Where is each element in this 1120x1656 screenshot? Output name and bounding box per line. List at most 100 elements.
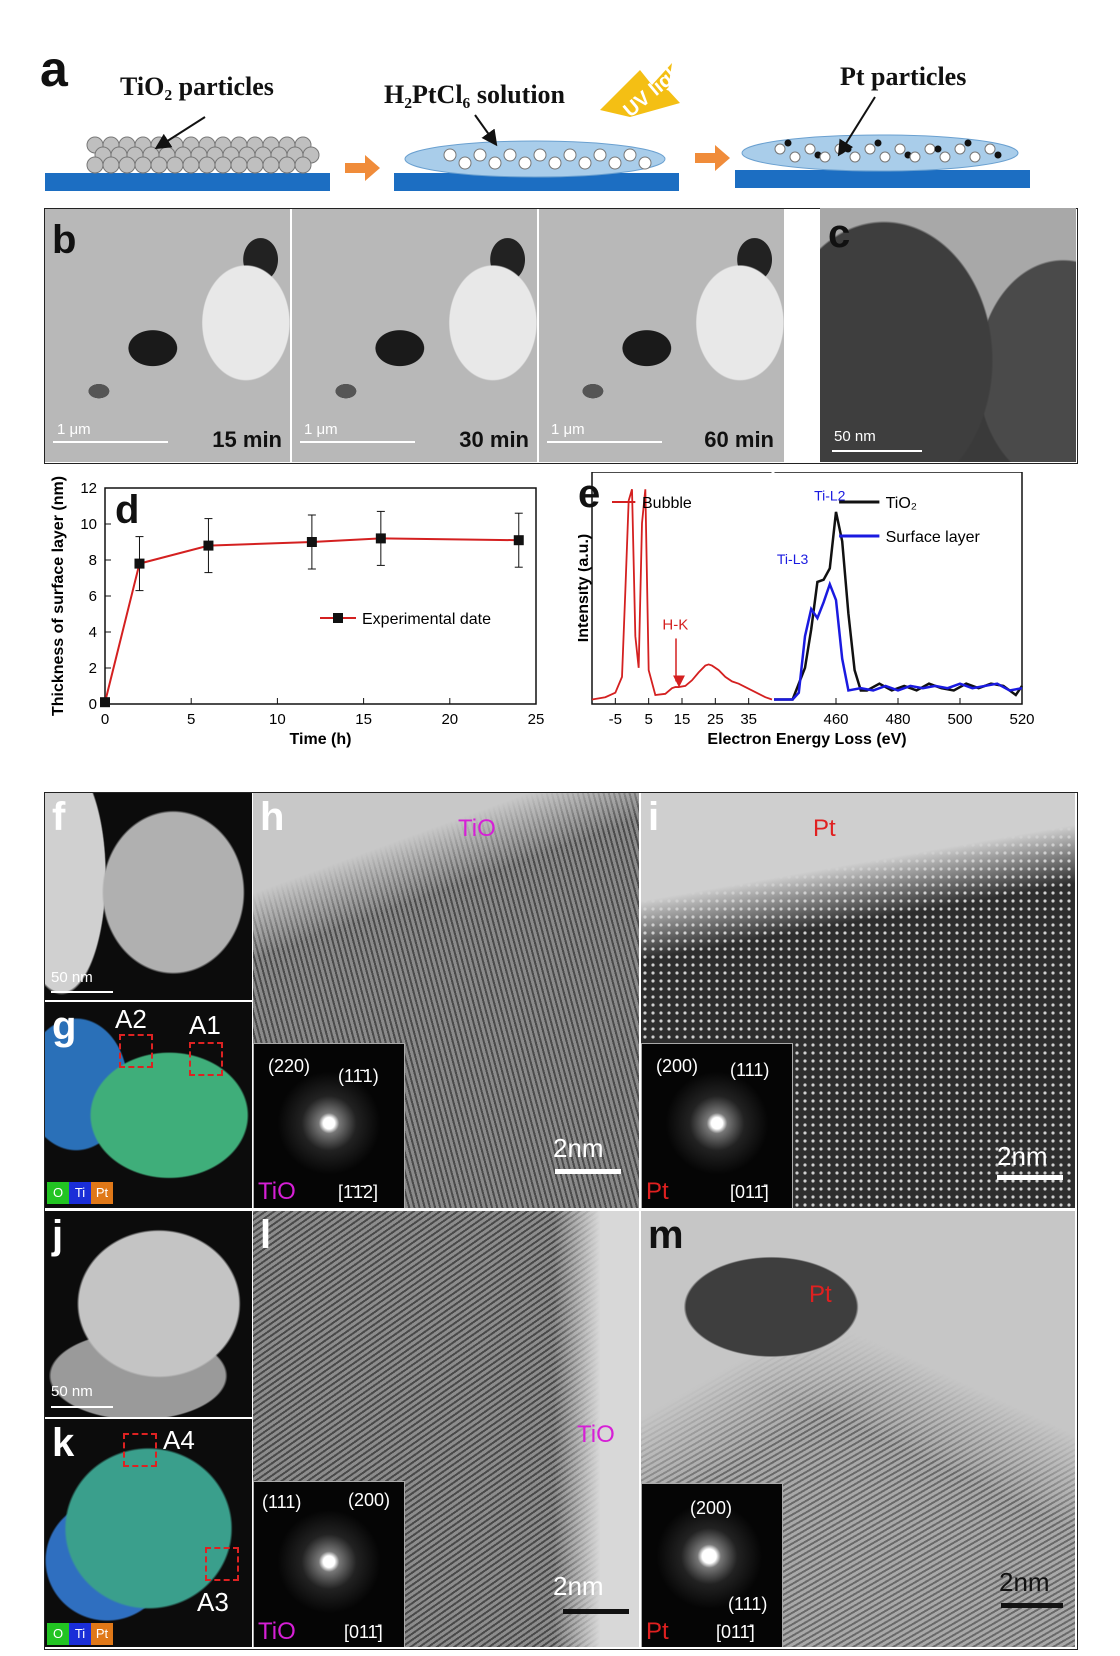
panel-f-scale-label: 50 nm — [51, 969, 93, 986]
x-tick-label: 500 — [947, 711, 972, 728]
panel-l-hrtem: TiO (111) (200) TiO [011̄] 2nm — [253, 1211, 639, 1647]
panel-i-fft-spot1: (200) — [656, 1056, 699, 1076]
x-tick-label: 520 — [1009, 711, 1034, 728]
x-tick-label: 35 — [740, 711, 757, 728]
panel-h-hrtem: TiO (220) (11̄1) TiO [1̄1̄2] 2nm — [253, 793, 639, 1208]
legend-pt: Pt — [91, 1182, 113, 1204]
panel-l-label: l — [260, 1213, 272, 1257]
panel-m-hrtem: Pt (200) (111) Pt [011̄] 2nm — [641, 1211, 1075, 1647]
x-tick-label: 15 — [355, 711, 372, 728]
panel-d-label: d — [115, 488, 140, 532]
x-tick-label: 0 — [101, 711, 109, 728]
label-a4: A4 — [163, 1425, 195, 1455]
legend-label: Experimental date — [362, 611, 491, 628]
data-point — [203, 540, 214, 551]
panel-b-scalebar — [547, 441, 662, 443]
panel-b-scalebar — [53, 441, 168, 443]
y-tick-label: 6 — [89, 588, 97, 605]
panel-l-material: TiO — [577, 1421, 615, 1448]
x-tick-label: 10 — [269, 711, 286, 728]
legend-pt-k: Pt — [91, 1623, 113, 1645]
legend-label-0: TiO₂ — [886, 495, 917, 512]
legend-label-1: Surface layer — [886, 529, 981, 546]
panel-a-label: a — [40, 41, 68, 97]
legend-o-k: O — [47, 1623, 69, 1645]
panel-k-eds-map: A4 A3 O Ti Pt — [45, 1419, 252, 1647]
data-point — [375, 533, 386, 544]
legend-bubble-label: Bubble — [642, 495, 692, 512]
panel-h-scale-label: 2nm — [553, 1133, 604, 1163]
panel-l-fft-zone: [011̄] — [344, 1622, 383, 1642]
h2ptcl6-solution-label: H₂PtCl₆ solution — [384, 80, 565, 109]
y-tick-label: 10 — [80, 516, 97, 533]
panel-b-scalebar — [300, 441, 415, 443]
x-tick-label: 25 — [528, 711, 545, 728]
panel-j-label: j — [52, 1213, 64, 1257]
panel-b-scale-label: 1 μm — [551, 421, 585, 438]
panel-b-time-label: 30 min — [459, 427, 529, 452]
x-tick-label: 20 — [441, 711, 458, 728]
panel-a-schematic — [45, 63, 1030, 191]
box-a3 — [205, 1547, 239, 1581]
panel-m-fft: (200) (111) Pt [011̄] — [641, 1483, 783, 1647]
panel-b-time-label: 60 min — [704, 427, 774, 452]
surface-layer-line — [774, 580, 1023, 701]
label-a1: A1 — [189, 1010, 221, 1040]
panel-h-fft-zone: [1̄1̄2] — [338, 1182, 379, 1202]
panel-h-label: h — [260, 795, 285, 839]
y-tick-label: 4 — [89, 624, 97, 641]
y-tick-label: 12 — [80, 480, 97, 497]
x-tick-label: 480 — [885, 711, 910, 728]
panel-b-frame — [44, 208, 1078, 464]
panel-m-label: m — [648, 1213, 684, 1257]
bottom-grid-frame — [44, 792, 1078, 1650]
panel-j-scale-label: 50 nm — [51, 1383, 93, 1400]
panel-h-fft-spot1: (220) — [268, 1056, 311, 1076]
panel-f-image: 50 nm — [45, 793, 252, 1000]
label-a3: A3 — [197, 1587, 229, 1617]
x-tick-label: 460 — [823, 711, 848, 728]
panel-l-scalebar — [563, 1609, 629, 1614]
panel-g-label: g — [52, 1004, 77, 1048]
panel-f-label: f — [52, 795, 66, 839]
legend-ti: Ti — [69, 1182, 91, 1204]
panel-c-scale-label: 50 nm — [834, 428, 876, 445]
x-tick-label: 5 — [187, 711, 195, 728]
x-tick-label: 5 — [644, 711, 652, 728]
panel-h-scalebar — [555, 1169, 621, 1174]
panel-i-fft-material: Pt — [646, 1178, 669, 1205]
panel-h-fft-material: TiO — [258, 1178, 296, 1205]
panel-f-scalebar — [51, 991, 113, 993]
panel-b-scale-label: 1 μm — [57, 421, 91, 438]
panel-e-label: e — [578, 472, 601, 516]
panel-m-fft-spot1: (200) — [690, 1498, 733, 1518]
y-tick-label: 0 — [89, 696, 97, 713]
pt-particles-label: Pt particles — [840, 62, 967, 91]
x-axis-label: Electron Energy Loss (eV) — [707, 731, 906, 748]
plot-frame — [104, 487, 537, 705]
panel-m-material: Pt — [809, 1281, 832, 1308]
panel-c-scalebar — [832, 450, 922, 452]
hk-annotation: H-K — [662, 616, 688, 633]
panel-d-chart: 0 5 10 15 20 25 0 2 4 6 8 10 12 Time (h) Thickness of … — [50, 476, 545, 748]
panel-i-label: i — [648, 795, 660, 839]
panel-h-fft: (220) (11̄1) TiO [1̄1̄2] — [253, 1043, 405, 1208]
panel-g-eds-map: A2 A1 O Ti Pt — [45, 1002, 252, 1208]
panel-j-scalebar — [51, 1406, 113, 1408]
legend-ti-k: Ti — [69, 1623, 91, 1645]
panel-c-label: c — [828, 212, 851, 256]
data-point — [100, 697, 110, 708]
panel-k-label: k — [52, 1421, 75, 1465]
ti-l3-annotation: Ti-L3 — [777, 551, 809, 567]
tio2-particles-label: TiO₂ particles — [120, 72, 274, 101]
panel-m-fft-spot2: (111) — [728, 1594, 768, 1614]
panel-i-hrtem: Pt (200) (111) Pt [011̄] 2nm — [641, 793, 1075, 1208]
panel-i-fft: (200) (111) Pt [011̄] — [641, 1043, 793, 1208]
panel-l-fft: (111) (200) TiO [011̄] — [253, 1481, 405, 1647]
panel-h-material: TiO — [458, 815, 496, 842]
legend-marker — [333, 613, 343, 623]
series-line — [104, 537, 519, 703]
y-axis-label: Intensity (a.u.) — [578, 534, 592, 642]
label-a2: A2 — [115, 1004, 147, 1034]
panel-l-fft-spot1: (111) — [262, 1492, 302, 1512]
